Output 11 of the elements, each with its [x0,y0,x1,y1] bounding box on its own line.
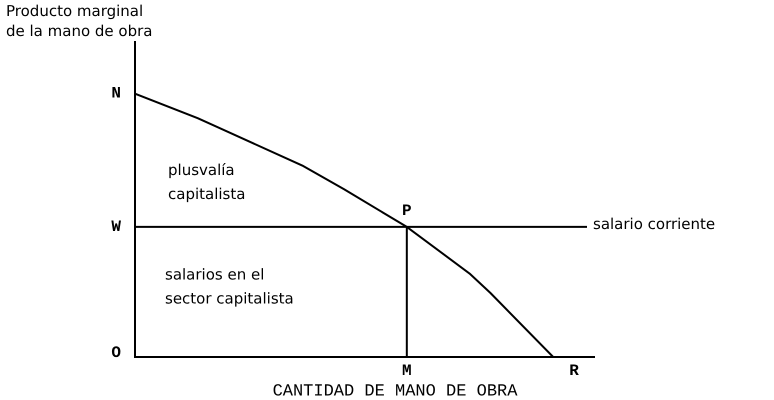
x-tick-label: R [569,362,580,380]
annotation: P [402,202,412,220]
x-axis-title: CANTIDAD DE MANO DE OBRA [272,382,518,400]
y-axis-title: Producto marginal de la mano de obra [6,2,152,40]
text: N [111,84,121,103]
text: O [111,344,122,362]
text: W [111,218,122,236]
annotation: plusvalía capitalista [168,161,246,204]
ref-line-label: salario corriente [593,214,716,233]
x-tick-label: M [402,362,412,380]
annotation: salarios en el sector capitalista [165,265,294,308]
